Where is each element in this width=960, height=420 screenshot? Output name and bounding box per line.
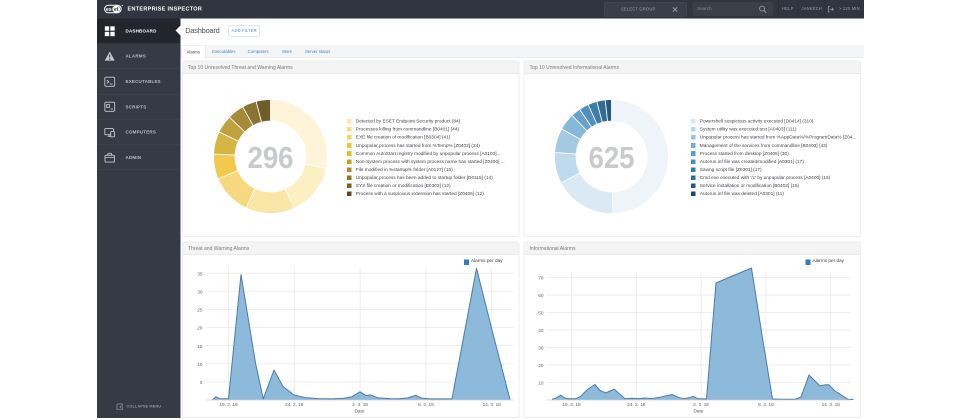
svg-text:70: 70 (538, 276, 544, 281)
svg-text:20: 20 (197, 326, 203, 331)
svg-text:10: 10 (197, 362, 203, 367)
svg-text:50: 50 (538, 311, 544, 316)
svg-text:10: 10 (538, 381, 544, 386)
svg-text:35: 35 (197, 271, 203, 276)
svg-text:40: 40 (538, 328, 544, 333)
svg-text:5: 5 (200, 380, 203, 385)
svg-text:et: et (114, 7, 119, 13)
svg-text:30: 30 (538, 346, 544, 351)
svg-text:es: es (106, 7, 112, 13)
svg-text:15: 15 (197, 344, 203, 349)
svg-text:60: 60 (538, 293, 544, 298)
svg-text:25: 25 (197, 308, 203, 313)
svg-text:20: 20 (538, 363, 544, 368)
svg-text:30: 30 (197, 290, 203, 295)
